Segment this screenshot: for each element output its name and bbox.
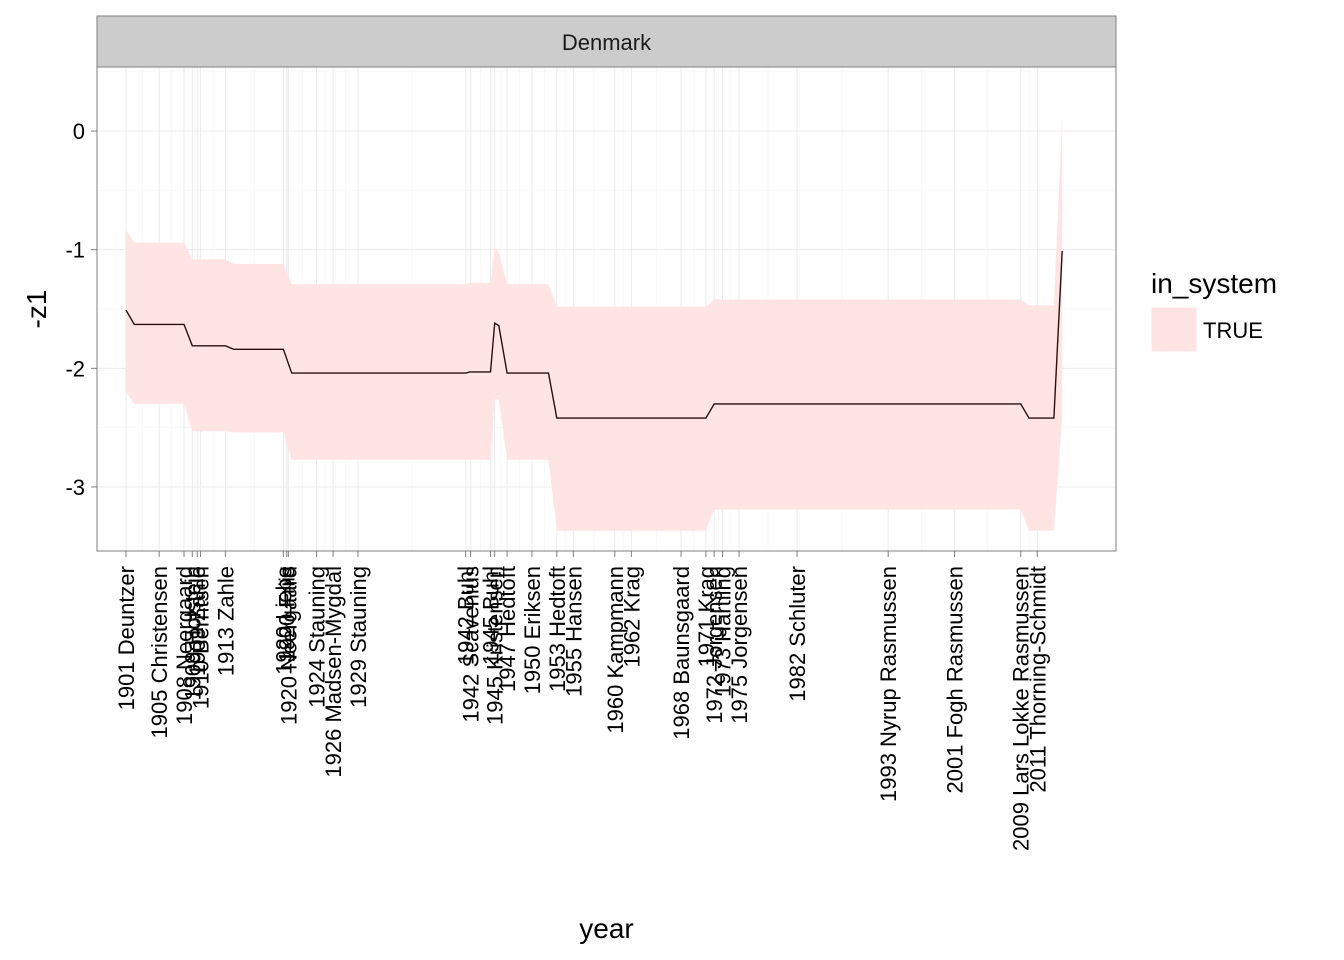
x-tick-label: 1910 Berntsen xyxy=(189,566,214,709)
legend: in_system TRUE xyxy=(1150,268,1277,353)
x-tick-label: 1947 Hedtoft xyxy=(495,566,520,692)
y-tick-label: -2 xyxy=(65,356,85,381)
x-tick-label: 1968 Baunsgaard xyxy=(669,566,694,740)
x-tick-label: 2001 Fogh Rasmussen xyxy=(943,566,968,793)
x-tick-label: 1905 Christensen xyxy=(147,566,172,738)
x-axis: 1901 Deuntzer 1905 Christensen 1908 Neerga… xyxy=(114,551,1050,851)
x-tick-label: 2011 Thorning-Schmidt xyxy=(1025,566,1050,793)
series-line xyxy=(125,250,1063,419)
x-tick-label: 1962 Krag xyxy=(619,566,644,668)
x-tick-label: 1924 Stauning xyxy=(305,566,330,708)
x-tick-label: 2009 Lars Lokke Rasmussen xyxy=(1009,566,1034,851)
confidence-ribbon xyxy=(126,114,1063,531)
y-axis: 0 -1 -2 -3 xyxy=(65,119,97,500)
y-axis-title: -z1 xyxy=(21,290,52,329)
x-tick-label: 1920 Liebe xyxy=(271,566,296,675)
x-tick-label: 1909 Zahle xyxy=(185,566,210,676)
x-tick-label: 1953 Hedtoft xyxy=(545,566,570,692)
x-tick-label: 1926 Madsen-Mygdal xyxy=(321,566,346,778)
x-tick-label: 1972 Jorgensen xyxy=(702,566,727,724)
x-tick-label: 1945 Kristensen xyxy=(483,566,508,725)
legend-label-true: TRUE xyxy=(1203,318,1263,343)
y-tick-label: -3 xyxy=(65,475,85,500)
y-tick-label: 0 xyxy=(73,119,85,144)
x-tick-label: 1909 Holstein xyxy=(180,566,205,701)
x-tick-label: 1973 Hartling xyxy=(711,566,736,697)
y-tick-label: -1 xyxy=(65,238,85,263)
x-tick-label: 1993 Nyrup Rasmussen xyxy=(876,566,901,802)
x-tick-label: 1945 Buhl xyxy=(479,566,504,665)
legend-key-true xyxy=(1150,306,1198,353)
x-tick-label: 1955 Hansen xyxy=(561,566,586,697)
x-tick-label: 1908 Neergaard xyxy=(172,566,197,725)
x-axis-title: year xyxy=(579,913,633,944)
x-tick-label: 1950 Eriksen xyxy=(520,566,545,694)
x-tick-label: 1975 Jorgensen xyxy=(727,566,752,724)
facet-strip xyxy=(96,15,1117,68)
x-tick-label: 1982 Schluter xyxy=(785,566,810,702)
legend-title: in_system xyxy=(1151,268,1277,299)
x-tick-label: 1920 Neergaard xyxy=(276,566,301,725)
x-tick-label: 1960 Kampmann xyxy=(603,566,628,734)
x-tick-label: 1913 Zahle xyxy=(213,566,238,676)
x-tick-label: 1920 Friis xyxy=(275,566,300,663)
x-tick-label: 1942 Scavenius xyxy=(459,566,484,723)
facet-strip-label: Denmark xyxy=(562,30,652,55)
x-tick-label: 1929 Stauning xyxy=(346,566,371,708)
x-tick-label: 1971 Krag xyxy=(694,566,719,668)
x-tick-label: 1901 Deuntzer xyxy=(114,566,139,710)
x-tick-label: 1942 Buhl xyxy=(454,566,479,665)
